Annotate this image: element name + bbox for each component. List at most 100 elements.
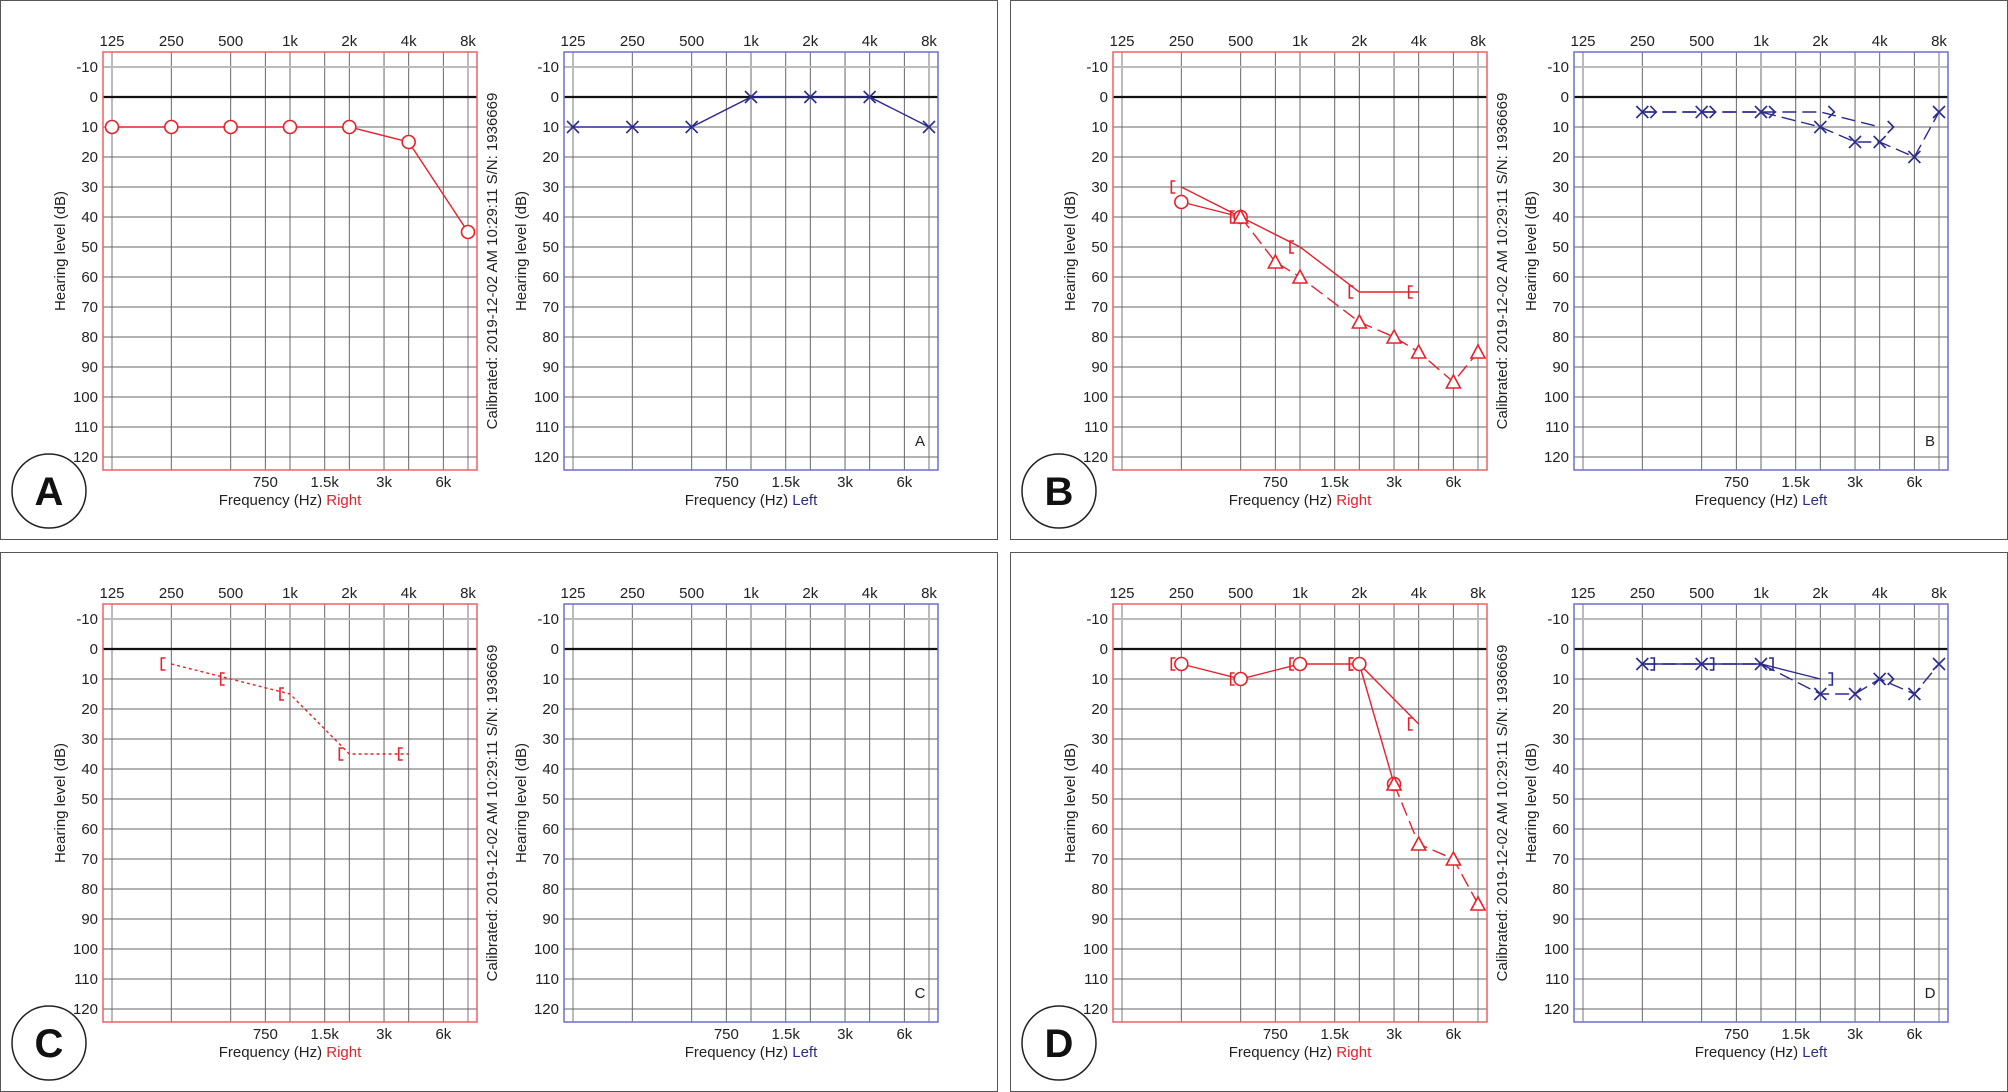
y-tick-label: 0 — [1561, 89, 1569, 106]
series-line-bone-masked — [171, 663, 409, 755]
calibration-text: Calibrated: 2019-12-02 AM 10:29:11 S/N: … — [484, 645, 501, 982]
y-tick-label: 30 — [81, 731, 98, 748]
series-line-bone-masked — [1181, 186, 1419, 293]
series-line-air-masked — [1393, 783, 1479, 905]
y-tick-label: 40 — [542, 209, 559, 226]
x-tick-label: 750 — [1724, 474, 1749, 491]
x-tick-label: 1k — [1753, 33, 1769, 50]
y-tick-label: 50 — [542, 791, 559, 808]
triangle-marker — [1267, 253, 1284, 269]
x-tick-label: 4k — [1411, 33, 1427, 50]
y-tick-label: 60 — [1552, 269, 1569, 286]
y-tick-label: 90 — [542, 359, 559, 376]
y-tick-label: 30 — [1552, 731, 1569, 748]
panel-c: 125 250 500 1k 2k 4k 8k 750 1.5k 3k 6k -10 0 10 20 30 40… — [0, 552, 998, 1092]
x-axis-label: Frequency (Hz) Right — [1229, 1044, 1372, 1061]
y-tick-label: 40 — [1552, 761, 1569, 778]
panel-a: 125 250 500 1k 2k 4k 8k 750 1.5k 3k 6k -10 0 10 20 30 40… — [0, 0, 998, 540]
ear-side-label: Left — [792, 1044, 818, 1061]
x-marker — [1635, 105, 1649, 119]
y-tick-label: 120 — [1083, 449, 1108, 466]
panel-b: 125 250 500 1k 2k 4k 8k 750 1.5k 3k 6k -10 0 10 20 30 40… — [1010, 0, 2008, 540]
panel-letter-small: A — [915, 433, 925, 450]
x-tick-label: 3k — [1386, 1026, 1402, 1043]
y-tick-label: 0 — [551, 89, 559, 106]
circle-marker — [1352, 656, 1367, 672]
x-marker — [1907, 687, 1921, 701]
x-tick-label: 8k — [921, 33, 937, 50]
y-tick-label: 30 — [81, 179, 98, 196]
y-tick-label: 10 — [81, 671, 98, 688]
x-tick-label: 1k — [743, 585, 759, 602]
x-marker — [922, 120, 936, 134]
y-tick-label: 20 — [1552, 701, 1569, 718]
left-bracket-marker — [1289, 657, 1294, 671]
panel-letter-badge — [11, 1005, 87, 1081]
y-tick-label: 50 — [1552, 791, 1569, 808]
left-bracket-marker — [1348, 285, 1354, 299]
x-tick-label: 1k — [1292, 33, 1308, 50]
x-axis-label: Frequency (Hz) Left — [685, 492, 818, 509]
y-tick-label: 80 — [1552, 329, 1569, 346]
ear-side-label: Right — [1336, 1044, 1372, 1061]
circle-marker — [282, 119, 298, 135]
x-tick-label: 1k — [282, 585, 298, 602]
x-marker — [744, 90, 758, 104]
y-tick-label: 40 — [81, 761, 98, 778]
x-tick-label: 2k — [1812, 585, 1828, 602]
triangle-marker — [1445, 850, 1462, 866]
x-tick-label: 3k — [837, 1026, 853, 1043]
x-tick-label: 250 — [159, 585, 184, 602]
y-tick-label: 20 — [81, 149, 98, 166]
left-bracket-marker — [1407, 717, 1413, 731]
x-tick-label: 1.5k — [311, 1026, 340, 1043]
y-tick-label: 90 — [1552, 359, 1569, 376]
triangle-marker — [1385, 775, 1403, 791]
y-tick-label: 100 — [1083, 941, 1108, 958]
x-tick-label: 4k — [862, 585, 878, 602]
y-tick-label: 90 — [1091, 911, 1108, 928]
plot-border — [1573, 603, 1949, 1023]
x-marker — [1695, 105, 1709, 119]
calibration-text: Calibrated: 2019-12-02 AM 10:29:11 S/N: … — [1494, 645, 1511, 982]
y-tick-label: 30 — [542, 731, 559, 748]
triangle-marker — [1445, 373, 1462, 389]
y-tick-label: 80 — [81, 329, 98, 346]
y-tick-label: 0 — [90, 641, 98, 658]
y-tick-label: 80 — [81, 881, 98, 898]
right-ear-audiogram: 125 250 500 1k 2k 4k 8k 750 1.5k 3k 6k -10 0 10 20 30 40… — [1062, 33, 1488, 509]
circle-marker — [460, 224, 476, 240]
y-tick-label: 100 — [1083, 389, 1108, 406]
y-tick-label: -10 — [1547, 59, 1569, 76]
y-tick-label: 40 — [1091, 761, 1108, 778]
y-axis-label: Hearing level (dB) — [1062, 191, 1079, 311]
left-bracket-marker — [397, 747, 403, 761]
x-tick-label: 1.5k — [772, 474, 801, 491]
y-tick-label: 30 — [542, 179, 559, 196]
x-marker — [1813, 687, 1827, 701]
panel-letter: B — [1045, 470, 1074, 514]
y-tick-label: 100 — [73, 941, 98, 958]
x-tick-label: 4k — [1872, 33, 1888, 50]
y-tick-label: 110 — [535, 419, 559, 436]
y-tick-label: 0 — [551, 641, 559, 658]
x-tick-label: 250 — [620, 33, 645, 50]
y-tick-label: 10 — [1091, 671, 1108, 688]
x-tick-label: 500 — [1689, 585, 1714, 602]
y-tick-label: 0 — [1100, 89, 1108, 106]
y-tick-label: 60 — [1091, 269, 1108, 286]
x-axis-label: Frequency (Hz) Right — [1229, 492, 1372, 509]
x-tick-label: 500 — [679, 33, 704, 50]
panel-letter-badge — [11, 453, 87, 529]
left-bracket-marker — [1229, 210, 1235, 224]
y-tick-label: 80 — [1552, 881, 1569, 898]
x-axis-label: Frequency (Hz) Right — [219, 1044, 362, 1061]
ear-side-label: Left — [1802, 1044, 1828, 1061]
x-tick-label: 2k — [802, 585, 818, 602]
y-tick-label: -10 — [537, 611, 559, 628]
plot-border — [102, 603, 478, 1023]
y-tick-label: 90 — [1091, 359, 1108, 376]
x-tick-label: 250 — [1630, 585, 1655, 602]
